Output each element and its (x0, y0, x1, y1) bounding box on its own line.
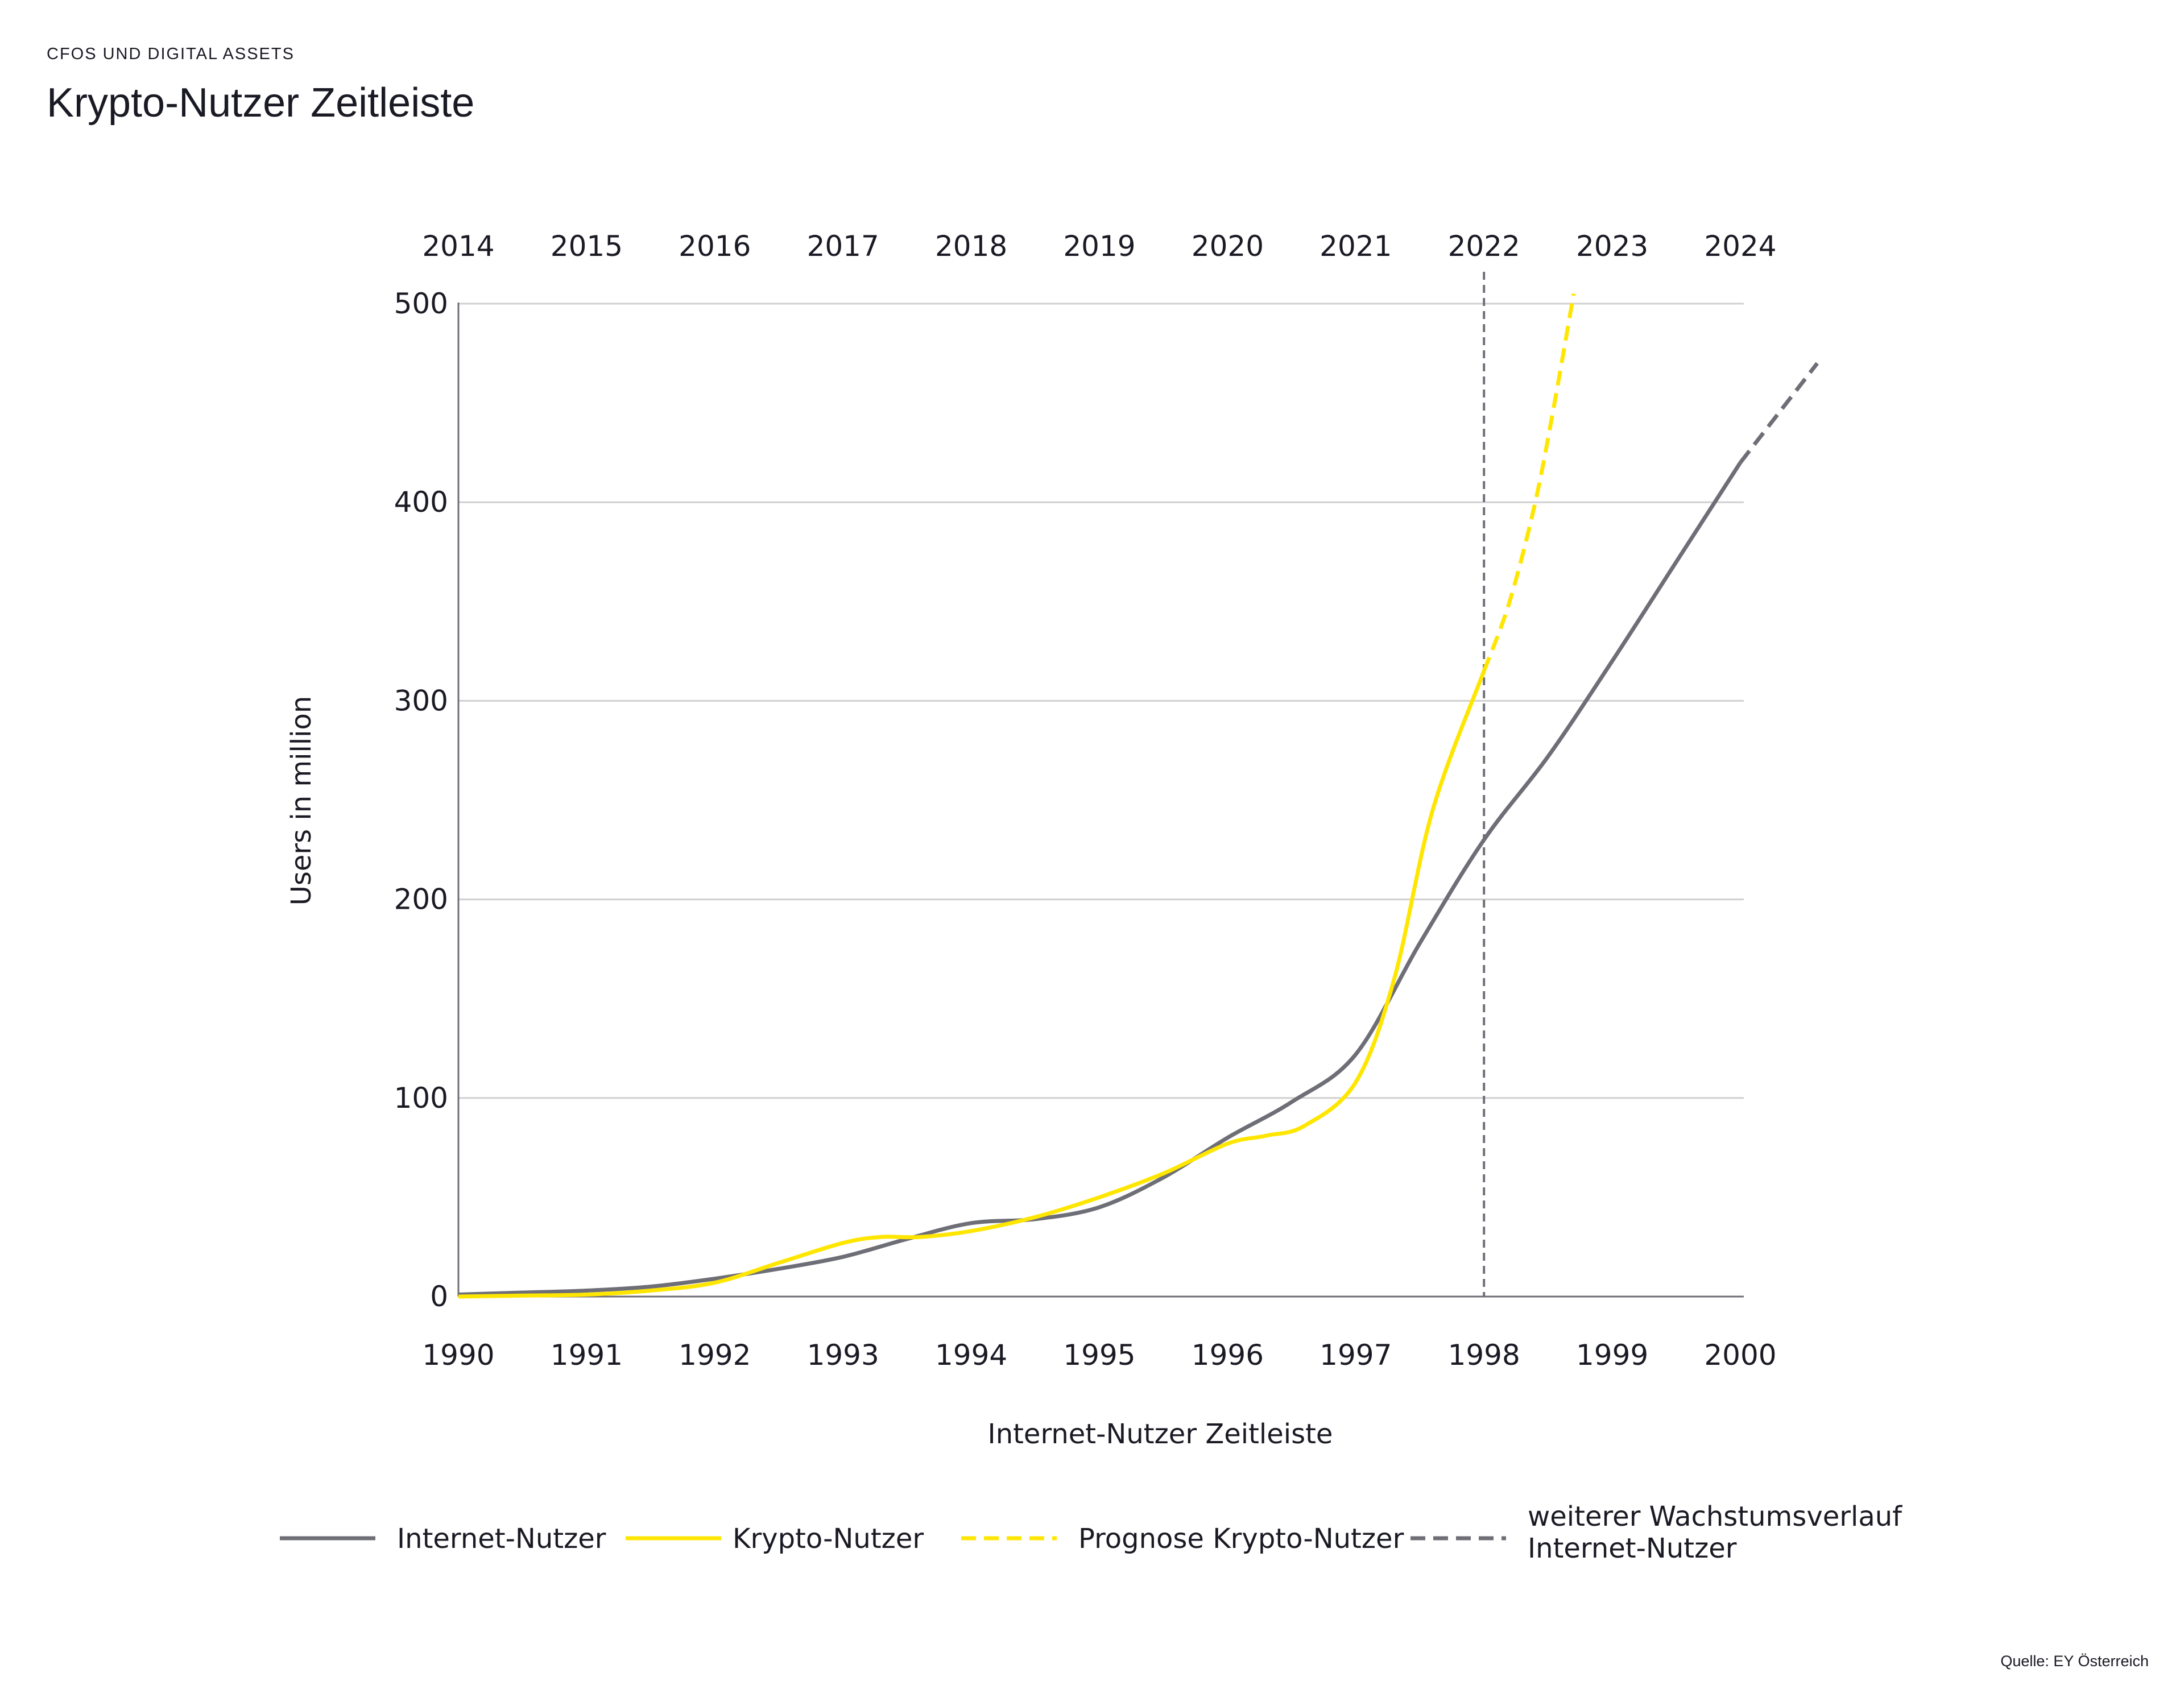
x-bottom-tick-label: 1995 (1063, 1339, 1135, 1372)
x-top-tick-label: 2024 (1704, 230, 1776, 263)
x-bottom-tick-label: 1990 (422, 1339, 494, 1372)
legend-label: weiterer Wachstumsverlauf (1528, 1501, 1902, 1533)
source-note: Quelle: EY Österreich (2000, 1653, 2149, 1670)
x-bottom-tick-label: 1996 (1192, 1339, 1264, 1372)
legend-label: Internet-Nutzer (397, 1523, 606, 1555)
tick-labels: 0 100 200 300 400 500 1990 1991 1992 1993 1994 1995… (394, 230, 1777, 1372)
y-axis-title: Users in million (286, 696, 317, 906)
y-tick-label: 100 (394, 1082, 448, 1115)
x-top-tick-label: 2016 (679, 230, 751, 263)
x-axis-title: Internet-Nutzer Zeitleiste (988, 1418, 1333, 1450)
x-top-tick-label: 2021 (1320, 230, 1392, 263)
x-bottom-tick-label: 2000 (1704, 1339, 1776, 1372)
x-bottom-tick-label: 1997 (1320, 1339, 1392, 1372)
legend-prognose-krypto: Prognose Krypto-Nutzer (961, 1523, 1404, 1555)
series-lines (458, 293, 1819, 1299)
axes (457, 272, 1744, 1298)
legend: Internet-Nutzer Krypto-Nutzer Prognose Kry… (280, 1501, 1902, 1564)
legend-internet-nutzer: Internet-Nutzer (280, 1523, 606, 1555)
legend-label: Internet-Nutzer (1528, 1533, 1737, 1564)
series-krypto-nutzer (458, 670, 1486, 1299)
y-tick-label: 0 (430, 1280, 448, 1313)
grid (458, 303, 1744, 1099)
x-top-tick-label: 2020 (1192, 230, 1264, 263)
x-bottom-tick-label: 1993 (807, 1339, 879, 1372)
series-internet-nutzer (458, 461, 1742, 1297)
x-bottom-tick-label: 1994 (935, 1339, 1007, 1372)
x-top-tick-label: 2022 (1448, 230, 1520, 263)
x-top-tick-label: 2017 (807, 230, 879, 263)
x-top-tick-label: 2023 (1576, 230, 1648, 263)
x-bottom-tick-label: 1999 (1576, 1339, 1648, 1372)
series-prognose-krypto (1482, 293, 1576, 672)
page-title: Krypto-Nutzer Zeitleiste (47, 80, 474, 126)
x-top-tick-label: 2019 (1063, 230, 1135, 263)
x-bottom-tick-label: 1991 (551, 1339, 623, 1372)
y-tick-label: 200 (394, 883, 448, 916)
series-wachstum-internet (1739, 362, 1819, 464)
header-overline: CFOS UND DIGITAL ASSETS (47, 45, 295, 63)
legend-label: Krypto-Nutzer (733, 1523, 924, 1555)
y-tick-label: 400 (394, 486, 448, 519)
x-top-tick-label: 2018 (935, 230, 1007, 263)
legend-label: Prognose Krypto-Nutzer (1078, 1523, 1404, 1555)
y-tick-label: 300 (394, 684, 448, 717)
x-bottom-tick-label: 1992 (679, 1339, 751, 1372)
x-top-tick-label: 2015 (551, 230, 623, 263)
y-tick-label: 500 (394, 287, 448, 320)
x-top-tick-label: 2014 (422, 230, 494, 263)
legend-krypto-nutzer: Krypto-Nutzer (626, 1523, 924, 1555)
x-bottom-tick-label: 1998 (1448, 1339, 1520, 1372)
